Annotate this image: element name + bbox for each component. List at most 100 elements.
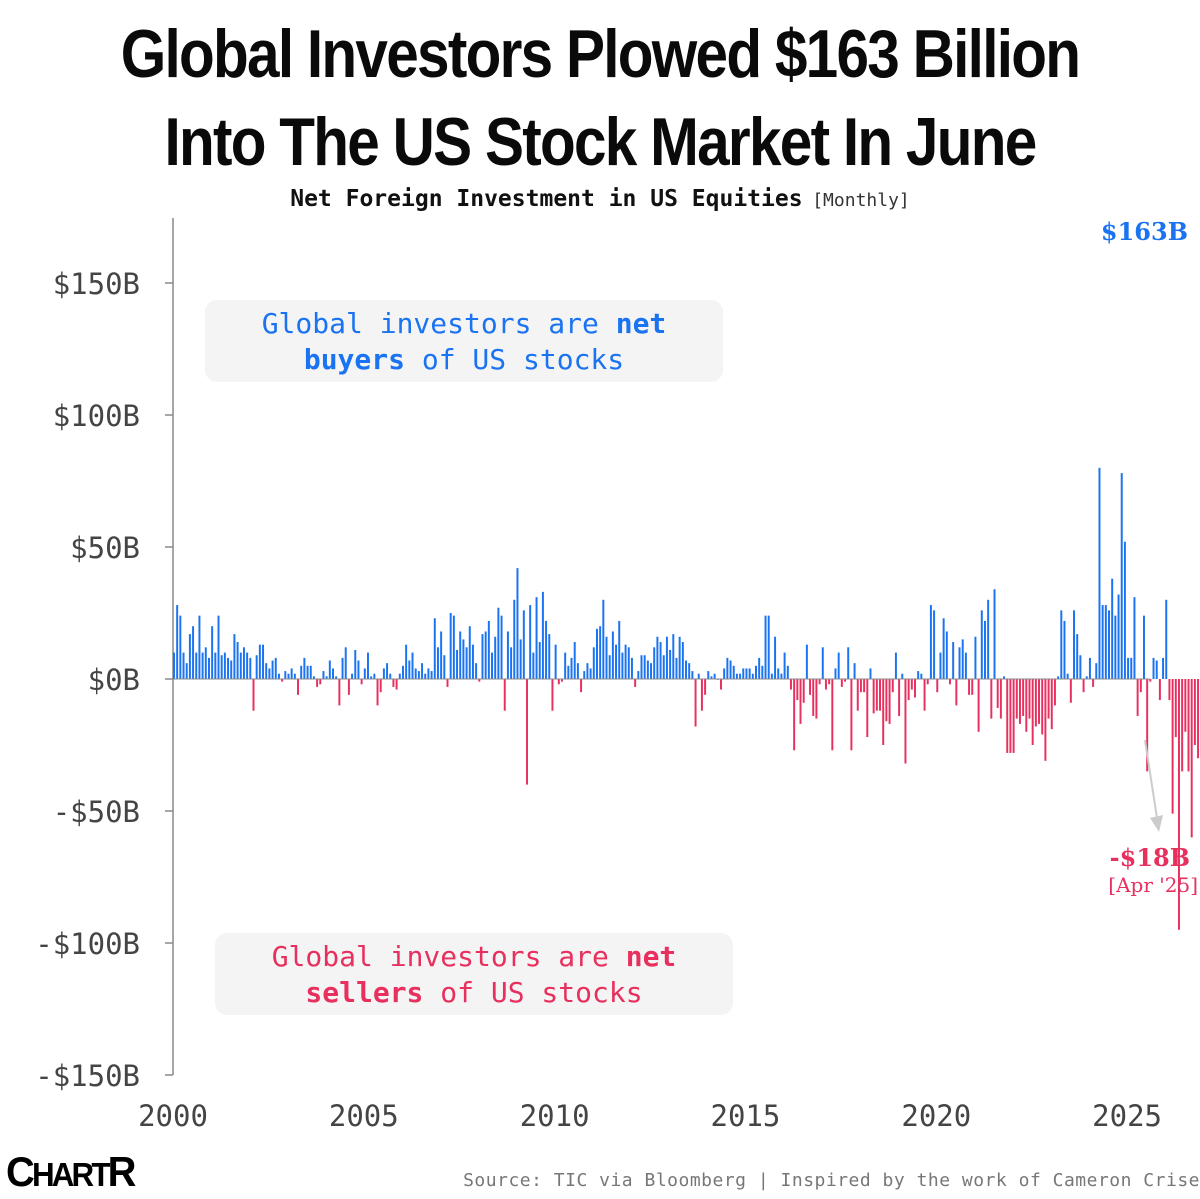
bar — [354, 649, 357, 679]
bar — [382, 668, 385, 679]
bar — [567, 665, 570, 679]
bar — [173, 652, 175, 679]
bar — [809, 679, 812, 695]
bar — [850, 679, 853, 751]
bar — [328, 660, 331, 679]
bar — [1101, 605, 1104, 679]
bar — [859, 679, 862, 693]
bar — [1143, 615, 1145, 679]
bar — [561, 679, 563, 682]
bar — [898, 679, 901, 716]
bar — [824, 679, 827, 690]
bar — [1057, 676, 1060, 679]
bar — [500, 615, 503, 679]
bar — [1174, 679, 1177, 738]
bar — [942, 618, 945, 679]
bar — [904, 679, 907, 764]
bar — [675, 657, 678, 679]
subtitle-main: Net Foreign Investment in US Equities — [290, 186, 803, 212]
bar — [847, 647, 850, 679]
bar — [710, 676, 713, 679]
bar — [678, 636, 681, 679]
bar — [777, 668, 780, 679]
bar — [303, 657, 306, 679]
chartr-logo: CHARTR — [6, 1148, 137, 1196]
bar — [347, 679, 350, 695]
bar — [1003, 676, 1006, 679]
bar — [1155, 660, 1158, 679]
bar — [427, 668, 430, 679]
bar — [688, 663, 691, 679]
bar — [592, 647, 595, 679]
bar — [1171, 679, 1174, 814]
bar — [732, 665, 735, 679]
bar — [669, 649, 672, 679]
bar — [576, 663, 579, 679]
bar — [516, 568, 519, 679]
bar — [408, 660, 411, 679]
bar — [700, 679, 703, 711]
bar — [1168, 679, 1171, 701]
bar — [338, 679, 341, 706]
bar — [1095, 663, 1098, 679]
bar — [729, 660, 732, 679]
callout-net-buyers: Global investors are net buyers of US st… — [205, 300, 723, 382]
bar — [681, 642, 684, 679]
bar — [443, 655, 446, 679]
bar — [615, 644, 618, 679]
bar — [987, 599, 990, 679]
bar — [697, 673, 700, 679]
bar — [961, 639, 964, 679]
bar — [258, 644, 261, 679]
bar — [742, 668, 745, 679]
bar — [201, 652, 204, 679]
bar — [1108, 610, 1110, 679]
callout-sellers-post: of US stocks — [423, 976, 643, 1009]
bar — [1018, 679, 1021, 724]
bar — [478, 679, 481, 682]
source-note: Source: TIC via Bloomberg | Inspired by … — [463, 1170, 1200, 1191]
bar — [198, 615, 201, 679]
bar — [630, 657, 633, 679]
bar — [786, 665, 789, 679]
chart-subtitle: Net Foreign Investment in US Equities [M… — [0, 186, 1200, 212]
bar — [917, 671, 920, 679]
x-tick-label: 2010 — [520, 1099, 590, 1133]
bar — [952, 642, 955, 679]
bar — [386, 663, 389, 679]
bar — [933, 610, 936, 679]
bar — [316, 679, 319, 687]
bar — [907, 679, 910, 701]
bar — [535, 597, 538, 679]
bar — [996, 679, 999, 709]
bar — [217, 615, 220, 679]
bar — [357, 660, 360, 679]
bar — [513, 599, 516, 679]
bar — [1085, 676, 1088, 679]
bar — [805, 644, 808, 679]
bar — [971, 679, 974, 695]
bar — [255, 655, 258, 679]
bar — [999, 679, 1002, 719]
bar — [840, 679, 843, 687]
bar — [1031, 679, 1034, 745]
bar — [735, 673, 738, 679]
bar — [440, 631, 443, 679]
y-tick-label: -$150B — [35, 1059, 140, 1093]
bar — [230, 660, 233, 679]
bar — [672, 634, 675, 679]
bar — [506, 631, 509, 679]
bar — [545, 620, 548, 679]
bar — [853, 663, 856, 679]
bar — [844, 679, 847, 682]
bar — [662, 655, 665, 679]
bar — [1165, 599, 1168, 679]
bar — [312, 676, 315, 679]
bar — [659, 642, 662, 679]
bar — [751, 673, 754, 679]
bar — [290, 668, 293, 679]
bar — [179, 615, 182, 679]
bar — [573, 642, 576, 679]
bar — [611, 631, 614, 679]
